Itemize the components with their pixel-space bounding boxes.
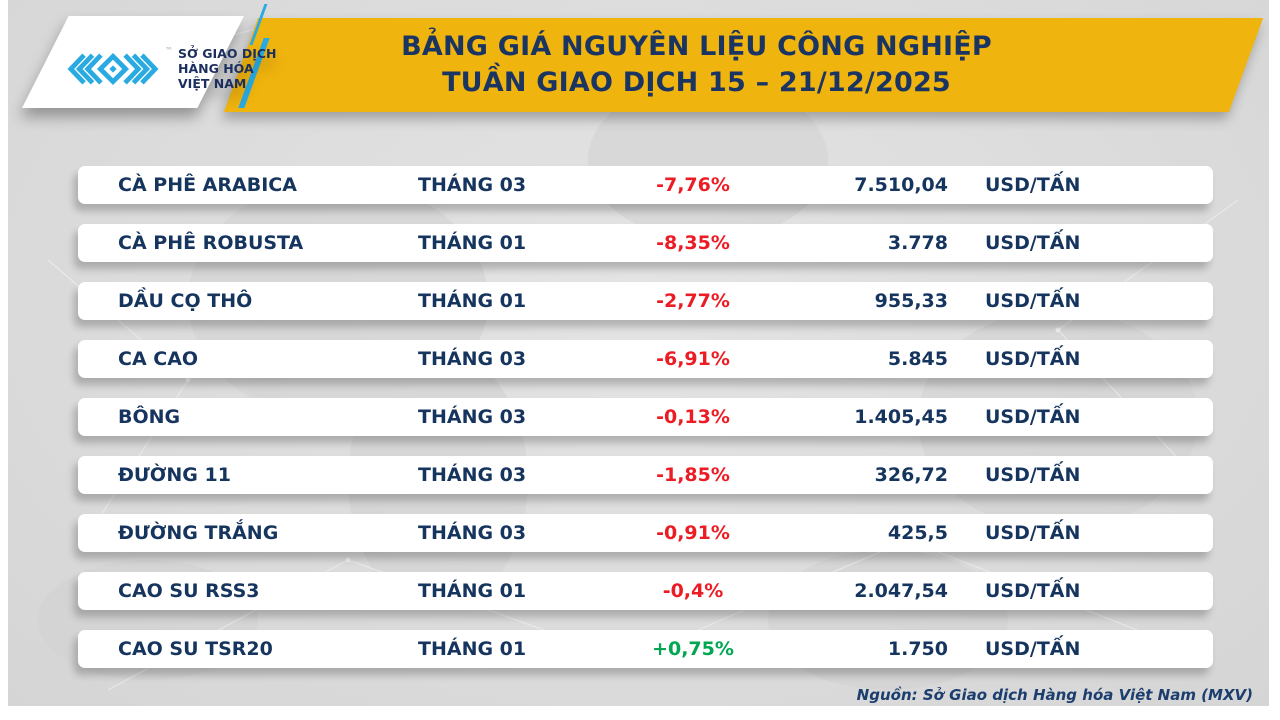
price-unit: USD/TẤN (985, 290, 1081, 312)
table-row: CAO SU RSS3 THÁNG 01 -0,4% 2.047,54 USD/… (78, 572, 1213, 610)
commodity-name: CAO SU RSS3 (118, 580, 260, 602)
percent-change: -7,76% (656, 174, 730, 196)
commodity-name: CÀ PHÊ ROBUSTA (118, 232, 304, 254)
price-value: 955,33 (874, 290, 948, 312)
contract-month: THÁNG 03 (418, 406, 527, 428)
title-block: BẢNG GIÁ NGUYÊN LIỆU CÔNG NGHIỆP TUẦN GI… (241, 18, 1246, 112)
page-title-line1: BẢNG GIÁ NGUYÊN LIỆU CÔNG NGHIỆP (401, 31, 992, 63)
logo-text-line3: VIỆT NAM (178, 75, 247, 91)
commodity-name: CÀ PHÊ ARABICA (118, 174, 297, 196)
contract-month: THÁNG 01 (418, 290, 527, 312)
contract-month: THÁNG 03 (418, 522, 527, 544)
percent-change: -2,77% (656, 290, 730, 312)
trademark-symbol: ™ (165, 46, 173, 55)
logo-wordmark: SỞ GIAO DỊCH HÀNG HÓA VIỆT NAM (178, 46, 277, 91)
infographic-canvas: BẢNG GIÁ NGUYÊN LIỆU CÔNG NGHIỆP TUẦN GI… (8, 0, 1269, 706)
percent-change: -0,13% (656, 406, 730, 428)
percent-change: -6,91% (656, 348, 730, 370)
price-unit: USD/TẤN (985, 232, 1081, 254)
price-unit: USD/TẤN (985, 638, 1081, 660)
table-row: CAO SU TSR20 THÁNG 01 +0,75% 1.750 USD/T… (78, 630, 1213, 668)
price-unit: USD/TẤN (985, 174, 1081, 196)
price-table: CÀ PHÊ ARABICA THÁNG 03 -7,76% 7.510,04 … (78, 166, 1213, 668)
percent-change: -1,85% (656, 464, 730, 486)
table-row: ĐƯỜNG 11 THÁNG 03 -1,85% 326,72 USD/TẤN (78, 456, 1213, 494)
price-value: 1.750 (887, 638, 948, 660)
table-row: CÀ PHÊ ARABICA THÁNG 03 -7,76% 7.510,04 … (78, 166, 1213, 204)
price-value: 7.510,04 (854, 174, 948, 196)
percent-change: +0,75% (652, 638, 734, 660)
percent-change: -0,4% (662, 580, 724, 602)
logo-text-line1: SỞ GIAO DỊCH (178, 46, 277, 61)
table-row: CA CAO THÁNG 03 -6,91% 5.845 USD/TẤN (78, 340, 1213, 378)
contract-month: THÁNG 01 (418, 638, 527, 660)
percent-change: -8,35% (656, 232, 730, 254)
table-row: ĐƯỜNG TRẮNG THÁNG 03 -0,91% 425,5 USD/TẤ… (78, 514, 1213, 552)
price-unit: USD/TẤN (985, 522, 1081, 544)
mxv-chevron-logo-icon (67, 53, 159, 86)
commodity-name: CAO SU TSR20 (118, 638, 273, 660)
price-unit: USD/TẤN (985, 348, 1081, 370)
logo-content: ™ SỞ GIAO DỊCH HÀNG HÓA VIỆT NAM (66, 46, 277, 91)
price-unit: USD/TẤN (985, 406, 1081, 428)
price-value: 326,72 (874, 464, 948, 486)
price-unit: USD/TẤN (985, 580, 1081, 602)
commodity-name: BÔNG (118, 406, 181, 428)
title-banner: BẢNG GIÁ NGUYÊN LIỆU CÔNG NGHIỆP TUẦN GI… (223, 18, 1264, 112)
price-value: 1.405,45 (854, 406, 948, 428)
logo-text-line2: HÀNG HÓA (178, 60, 254, 76)
commodity-name: DẦU CỌ THÔ (118, 290, 253, 312)
table-row: BÔNG THÁNG 03 -0,13% 1.405,45 USD/TẤN (78, 398, 1213, 436)
table-row: CÀ PHÊ ROBUSTA THÁNG 01 -8,35% 3.778 USD… (78, 224, 1213, 262)
commodity-name: ĐƯỜNG TRẮNG (118, 522, 279, 544)
price-value: 5.845 (887, 348, 948, 370)
contract-month: THÁNG 01 (418, 232, 527, 254)
price-unit: USD/TẤN (985, 464, 1081, 486)
price-value: 425,5 (887, 522, 948, 544)
percent-change: -0,91% (656, 522, 730, 544)
table-row: DẦU CỌ THÔ THÁNG 01 -2,77% 955,33 USD/TẤ… (78, 282, 1213, 320)
commodity-name: CA CAO (118, 348, 199, 370)
contract-month: THÁNG 03 (418, 174, 527, 196)
page-title-line2: TUẦN GIAO DỊCH 15 – 21/12/2025 (442, 67, 951, 98)
contract-month: THÁNG 03 (418, 464, 527, 486)
commodity-name: ĐƯỜNG 11 (118, 464, 231, 486)
contract-month: THÁNG 01 (418, 580, 527, 602)
price-value: 2.047,54 (854, 580, 948, 602)
price-value: 3.778 (887, 232, 948, 254)
contract-month: THÁNG 03 (418, 348, 527, 370)
mxv-logo-plate: ™ SỞ GIAO DỊCH HÀNG HÓA VIỆT NAM (22, 16, 277, 108)
source-note: Nguồn: Sở Giao dịch Hàng hóa Việt Nam (M… (856, 686, 1253, 704)
